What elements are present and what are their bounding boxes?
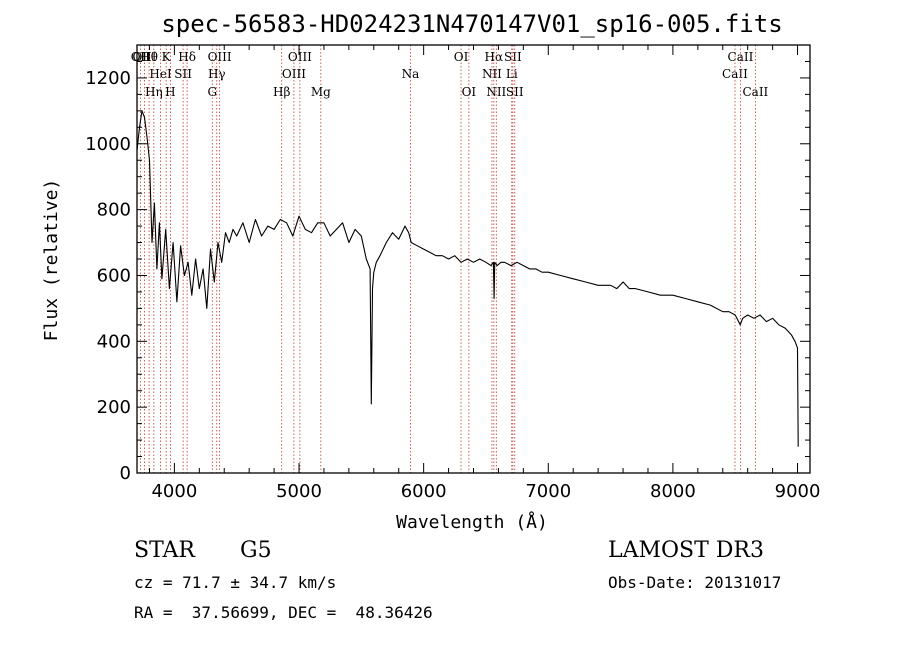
redshift-text: cz = 71.7 ± 34.7 km/s <box>134 573 337 592</box>
obs-date: Obs-Date: 20131017 <box>608 573 782 592</box>
line-label: HeI <box>149 67 172 81</box>
line-label: SII <box>504 50 522 64</box>
line-label: Hη <box>145 85 163 99</box>
line-label: Hδ <box>178 50 196 64</box>
line-label: CaII <box>742 85 768 99</box>
line-label: Mg <box>311 85 331 99</box>
line-label: Na <box>402 67 420 81</box>
x-axis-label: Wavelength (Å) <box>396 511 548 533</box>
plot-frame <box>136 44 811 474</box>
line-label: OIII <box>208 50 232 64</box>
spectrum-series <box>136 110 799 447</box>
line-label: Hβ <box>273 85 290 99</box>
survey-name: LAMOST DR3 <box>608 538 764 563</box>
y-tick-label: 800 <box>97 200 131 221</box>
line-label: OIII <box>132 50 156 64</box>
y-tick-label: 0 <box>120 463 131 484</box>
line-label: SII <box>174 67 192 81</box>
line-label: CaII <box>728 50 754 64</box>
y-tick-label: 600 <box>97 265 131 286</box>
x-tick-label: 6000 <box>401 481 447 502</box>
x-tick-label: 9000 <box>775 481 821 502</box>
coordinates: RA = 37.56699, DEC = 48.36426 <box>134 603 433 622</box>
y-axis-label: Flux (relative) <box>41 179 62 342</box>
object-class: STAR <box>134 538 195 563</box>
x-tick-label: 8000 <box>650 481 696 502</box>
spectral-line-annotations: OIIOIIIHθHeIHηKHSIIHδGHγOIIIHβOIIIOIIIMg… <box>131 45 769 473</box>
object-subclass: G5 <box>240 538 272 563</box>
line-label: NII <box>486 85 506 99</box>
y-tick-label: 200 <box>97 397 131 418</box>
line-label: OI <box>454 50 469 64</box>
line-label: OIII <box>282 67 306 81</box>
spectrum-line <box>136 110 799 447</box>
line-label: Hθ <box>140 50 158 64</box>
spectrum-chart: spec-56583-HD024231N470147V01_sp16-005.f… <box>41 10 821 533</box>
line-label: Hα <box>485 50 504 64</box>
line-label: G <box>207 85 217 99</box>
axis-ticks: 4000 5000 6000 7000 8000 9000 0 200 400 600 800 100… <box>85 44 821 502</box>
line-label: OI <box>462 85 477 99</box>
line-label: OIII <box>288 50 312 64</box>
y-tick-label: 400 <box>97 331 131 352</box>
line-label: SII <box>506 85 524 99</box>
line-label: K <box>162 50 172 64</box>
y-tick-label: 1200 <box>85 68 131 89</box>
x-tick-label: 4000 <box>151 481 197 502</box>
line-label: H <box>165 85 175 99</box>
x-tick-label: 7000 <box>525 481 571 502</box>
line-label: Li <box>506 67 518 81</box>
y-tick-label: 1000 <box>85 134 131 155</box>
line-label: OII <box>131 50 151 64</box>
chart-title: spec-56583-HD024231N470147V01_sp16-005.f… <box>161 10 782 38</box>
line-label: Hγ <box>208 67 226 81</box>
line-label: CaII <box>722 67 748 81</box>
x-tick-label: 5000 <box>276 481 322 502</box>
line-label: NII <box>482 67 502 81</box>
